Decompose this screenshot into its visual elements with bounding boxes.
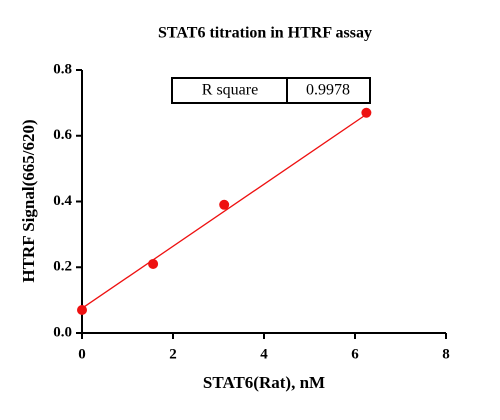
x-tick-label: 4: [260, 346, 268, 362]
chart-title: STAT6 titration in HTRF assay: [158, 25, 372, 42]
y-tick-label: 0.8: [53, 61, 72, 77]
x-tick-label: 2: [169, 346, 177, 362]
data-point: [361, 107, 372, 118]
y-tick-label: 0.6: [53, 127, 72, 143]
annotation-label: R square: [202, 82, 258, 99]
data-point: [77, 304, 87, 315]
y-tick-label: 0.0: [53, 324, 72, 340]
x-tick-label: 6: [351, 346, 359, 362]
data-point: [148, 258, 159, 269]
data-point: [219, 199, 230, 210]
fit-line: [81, 113, 367, 309]
x-axis-label: STAT6(Rat), nM: [203, 373, 325, 392]
x-tick-label: 0: [78, 346, 86, 362]
annotation-value: 0.9978: [306, 82, 350, 99]
y-tick-label: 0.4: [53, 193, 72, 209]
y-axis-label: HTRF Signal(665/620): [19, 119, 38, 282]
annotation-box: [171, 77, 371, 104]
x-tick-label: 8: [442, 346, 450, 362]
y-tick-label: 0.2: [53, 259, 72, 275]
